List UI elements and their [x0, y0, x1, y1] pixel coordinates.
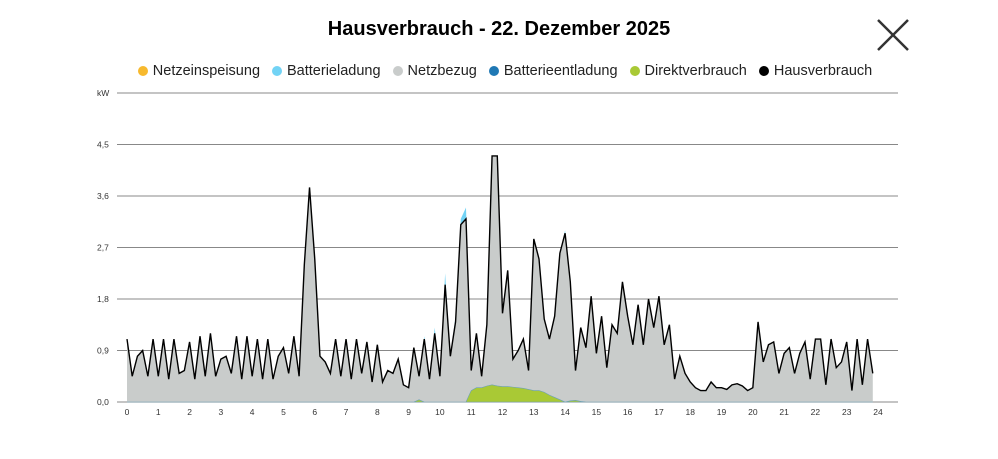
series-hausverbrauch-line: [126, 155, 874, 392]
y-tick-label: 0,0: [97, 397, 109, 407]
x-tick-label: 3: [219, 407, 224, 417]
x-tick-label: 15: [592, 407, 602, 417]
series-direktverbrauch-area: [127, 384, 873, 403]
legend-item-batterieladung[interactable]: Batterieladung: [272, 63, 381, 79]
legend-label: Netzbezug: [407, 63, 477, 79]
x-tick-label: 16: [623, 407, 633, 417]
x-tick-label: 6: [312, 407, 317, 417]
x-tick-label: 4: [250, 407, 255, 417]
x-tick-label: 21: [779, 407, 789, 417]
x-tick-label: 20: [748, 407, 758, 417]
y-tick-label: 1,8: [97, 294, 109, 304]
x-tick-label: 19: [717, 407, 727, 417]
series-netzbezug-area: [127, 155, 873, 402]
y-tick-label: 3,6: [97, 191, 109, 201]
page-title: Hausverbrauch - 22. Dezember 2025: [327, 18, 671, 40]
x-tick-label: 24: [873, 407, 883, 417]
close-x-icon[interactable]: [876, 18, 910, 52]
legend-dot-icon: [392, 66, 403, 76]
legend-item-hausverbrauch[interactable]: Hausverbrauch: [758, 63, 873, 79]
x-tick-label: 9: [406, 407, 411, 417]
legend-dot-icon: [629, 66, 640, 76]
x-tick-label: 10: [435, 407, 445, 417]
legend-label: Batterieladung: [287, 63, 381, 79]
legend-dot-icon: [758, 66, 769, 76]
x-tick-label: 5: [281, 407, 286, 417]
legend-item-batterieentladung[interactable]: Batterieentladung: [488, 63, 618, 79]
y-tick-label: 0,9: [97, 346, 109, 356]
x-tick-label: 18: [686, 407, 696, 417]
x-tick-label: 8: [375, 407, 380, 417]
legend-dot-icon: [488, 66, 499, 76]
x-tick-label: 7: [344, 407, 349, 417]
x-tick-label: 0: [125, 407, 130, 417]
legend-label: Hausverbrauch: [773, 63, 873, 79]
legend-label: Netzeinspeisung: [152, 63, 261, 79]
x-tick-label: 17: [654, 407, 664, 417]
x-tick-label: 14: [560, 407, 570, 417]
legend-label: Batterieentladung: [503, 63, 618, 79]
legend-dot-icon: [137, 66, 148, 76]
y-tick-label: 2,7: [97, 243, 109, 253]
x-tick-label: 22: [811, 407, 821, 417]
x-tick-label: 12: [498, 407, 508, 417]
legend-dot-icon: [272, 66, 283, 76]
legend-item-direktverbrauch[interactable]: Direktverbrauch: [629, 63, 747, 79]
chart-legend: Netzeinspeisung Batterieladung Netzbezug Ba…: [0, 63, 998, 79]
x-tick-label: 1: [156, 407, 161, 417]
x-tick-label: 23: [842, 407, 852, 417]
legend-item-netzbezug[interactable]: Netzbezug: [392, 63, 477, 79]
x-tick-label: 13: [529, 407, 539, 417]
y-tick-label: 4,5: [97, 140, 109, 150]
y-tick-label: kW: [97, 88, 109, 98]
x-tick-label: 2: [187, 407, 192, 417]
legend-label: Direktverbrauch: [644, 63, 747, 79]
legend-item-netzeinspeisung[interactable]: Netzeinspeisung: [137, 63, 261, 79]
x-tick-label: 11: [467, 407, 476, 417]
